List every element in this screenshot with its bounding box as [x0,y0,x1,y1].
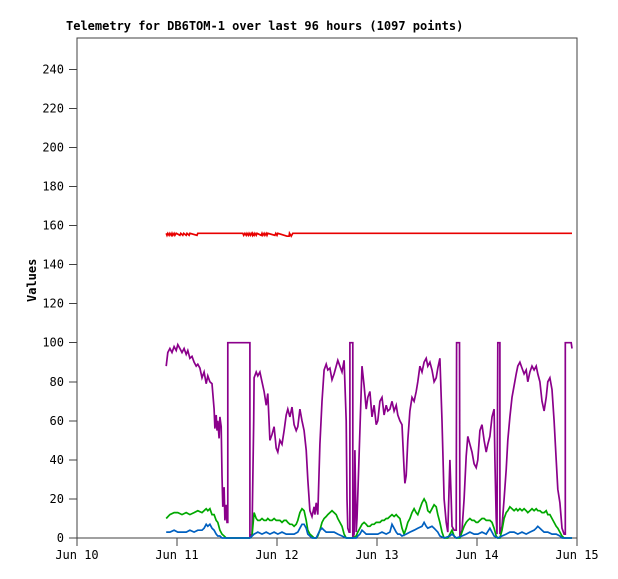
x-tick-label: Jun 10 [55,548,98,562]
series-purple-series-line [165,341,573,539]
y-tick-label: 180 [42,179,64,193]
x-tick-label: Jun 12 [255,548,298,562]
x-tick-label: Jun 11 [155,548,198,562]
series-green-series-line [165,497,572,539]
y-tick-label: 120 [42,297,64,311]
y-tick-label: 40 [50,453,64,467]
y-tick-label: 200 [42,140,64,154]
x-tick-label: Jun 15 [555,548,598,562]
y-tick-label: 80 [50,375,64,389]
y-tick-label: 160 [42,219,64,233]
series-red-series-line [165,230,572,238]
x-tick-label: Jun 14 [455,548,498,562]
y-tick-label: 100 [42,336,64,350]
y-tick-label: 220 [42,101,64,115]
y-tick-label: 0 [57,531,64,545]
y-tick-label: 240 [42,62,64,76]
series-blue-series-line [166,520,572,539]
y-tick-label: 60 [50,414,64,428]
y-tick-label: 140 [42,258,64,272]
plot-border [76,37,578,539]
x-tick-label: Jun 13 [355,548,398,562]
chart-title: Telemetry for DB6TOM-1 over last 96 hour… [66,19,464,33]
y-tick-label: 20 [50,492,64,506]
